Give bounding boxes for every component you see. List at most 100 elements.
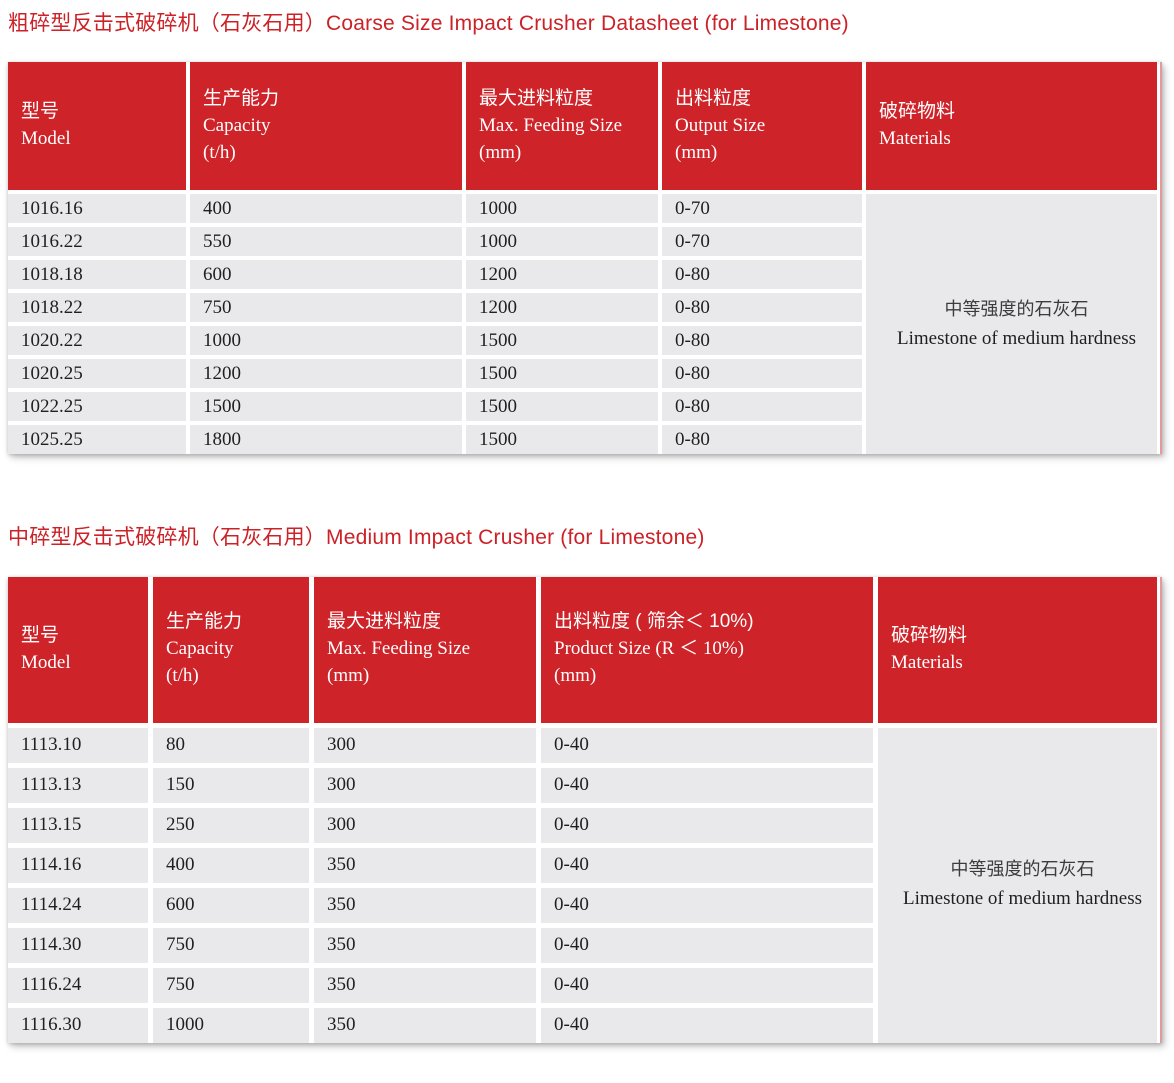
cell-model: 1018.22	[8, 293, 186, 323]
materials-text-en: Limestone of medium hardness	[902, 888, 1143, 910]
coarse-crusher-section: 粗碎型反击式破碎机（石灰石用）Coarse Size Impact Crushe…	[8, 6, 1166, 455]
cell-output-size: 0-70	[662, 227, 862, 257]
header-unit: (mm)	[554, 665, 597, 687]
column-header-product-size: 出料粒度 ( 筛余＜ 10%) Product Size (R ＜ 10%) (…	[541, 576, 873, 723]
cell-capacity: 550	[190, 227, 462, 257]
header-label-en: Capacity	[203, 114, 271, 136]
cell-product-size: 0-40	[541, 927, 873, 963]
cell-output-size: 0-80	[662, 392, 862, 422]
header-label-en: Max. Feeding Size	[327, 638, 471, 660]
cell-capacity: 750	[153, 967, 309, 1003]
section-title-coarse: 粗碎型反击式破碎机（石灰石用）Coarse Size Impact Crushe…	[8, 12, 849, 35]
cell-model: 1114.24	[8, 887, 148, 923]
materials-text-zh: 中等强度的石灰石	[944, 298, 1089, 319]
header-label-zh: 破碎物料	[879, 101, 956, 123]
cell-max-feeding-size: 1200	[466, 293, 658, 323]
column-header-capacity: 生产能力 Capacity (t/h)	[190, 62, 462, 191]
materials-text-en: Limestone of medium hardness	[896, 327, 1137, 349]
column-header-output-size: 出料粒度 Output Size (mm)	[662, 62, 862, 191]
column-header-capacity: 生产能力 Capacity (t/h)	[153, 576, 309, 723]
cell-model: 1020.22	[8, 326, 186, 356]
cell-max-feeding-size: 300	[314, 767, 536, 803]
header-label-en: Materials	[879, 128, 951, 150]
cell-capacity: 600	[190, 260, 462, 290]
cell-model: 1025.25	[8, 425, 186, 455]
column-header-model: 型号 Model	[8, 576, 148, 723]
cell-max-feeding-size: 1200	[466, 260, 658, 290]
cell-product-size: 0-40	[541, 727, 873, 763]
cell-product-size: 0-40	[541, 847, 873, 883]
cell-capacity: 750	[190, 293, 462, 323]
cell-max-feeding-size: 1500	[466, 425, 658, 455]
cell-max-feeding-size: 1500	[466, 359, 658, 389]
cell-capacity: 400	[190, 194, 462, 224]
header-unit: (mm)	[479, 141, 522, 163]
cell-model: 1116.24	[8, 967, 148, 1003]
cell-model: 1113.10	[8, 727, 148, 763]
cell-max-feeding-size: 1000	[466, 194, 658, 224]
materials-cell: 中等强度的石灰石 Limestone of medium hardness	[866, 194, 1157, 455]
column-header-materials: 破碎物料 Materials	[866, 62, 1157, 191]
cell-max-feeding-size: 350	[314, 967, 536, 1003]
cell-output-size: 0-80	[662, 326, 862, 356]
header-unit: (t/h)	[166, 665, 199, 687]
cell-max-feeding-size: 350	[314, 887, 536, 923]
column-header-model: 型号 Model	[8, 62, 186, 191]
cell-capacity: 80	[153, 727, 309, 763]
header-label-en: Product Size (R ＜ 10%)	[554, 638, 744, 660]
cell-max-feeding-size: 300	[314, 807, 536, 843]
materials-cell: 中等强度的石灰石 Limestone of medium hardness	[878, 727, 1157, 1043]
cell-model: 1114.16	[8, 847, 148, 883]
cell-capacity: 400	[153, 847, 309, 883]
header-unit: (mm)	[675, 141, 718, 163]
header-label-en: Max. Feeding Size	[479, 114, 623, 136]
cell-model: 1016.22	[8, 227, 186, 257]
cell-product-size: 0-40	[541, 887, 873, 923]
header-label-zh: 最大进料粒度	[479, 87, 594, 109]
cell-output-size: 0-80	[662, 425, 862, 455]
cell-model: 1018.18	[8, 260, 186, 290]
cell-product-size: 0-40	[541, 767, 873, 803]
cell-capacity: 1200	[190, 359, 462, 389]
cell-max-feeding-size: 350	[314, 1007, 536, 1043]
header-label-zh: 出料粒度 ( 筛余＜ 10%)	[554, 611, 754, 633]
medium-crusher-section: 中碎型反击式破碎机（石灰石用）Medium Impact Crusher (fo…	[8, 520, 1166, 1043]
header-unit: (t/h)	[203, 141, 236, 163]
header-label-en: Output Size	[675, 114, 766, 136]
cell-product-size: 0-40	[541, 967, 873, 1003]
header-label-zh: 破碎物料	[891, 624, 968, 646]
cell-max-feeding-size: 350	[314, 847, 536, 883]
cell-model: 1022.25	[8, 392, 186, 422]
cell-model: 1016.16	[8, 194, 186, 224]
medium-crusher-table: 型号 Model 生产能力 Capacity (t/h) 最大进料粒度 Max.…	[8, 576, 1162, 1043]
header-label-en: Model	[21, 128, 71, 150]
cell-model: 1020.25	[8, 359, 186, 389]
header-label-zh: 型号	[21, 101, 60, 123]
cell-capacity: 1800	[190, 425, 462, 455]
cell-max-feeding-size: 1500	[466, 326, 658, 356]
header-unit: (mm)	[327, 665, 370, 687]
cell-model: 1113.13	[8, 767, 148, 803]
cell-max-feeding-size: 1500	[466, 392, 658, 422]
cell-capacity: 1500	[190, 392, 462, 422]
header-label-en: Materials	[891, 651, 963, 673]
materials-text-zh: 中等强度的石灰石	[950, 859, 1095, 880]
header-label-en: Model	[21, 651, 71, 673]
cell-output-size: 0-80	[662, 359, 862, 389]
cell-capacity: 750	[153, 927, 309, 963]
header-label-zh: 最大进料粒度	[327, 611, 442, 633]
cell-model: 1116.30	[8, 1007, 148, 1043]
header-label-zh: 生产能力	[166, 611, 243, 633]
column-header-materials: 破碎物料 Materials	[878, 576, 1157, 723]
cell-max-feeding-size: 350	[314, 927, 536, 963]
cell-max-feeding-size: 300	[314, 727, 536, 763]
cell-model: 1114.30	[8, 927, 148, 963]
section-title-medium: 中碎型反击式破碎机（石灰石用）Medium Impact Crusher (fo…	[8, 526, 705, 550]
cell-output-size: 0-70	[662, 194, 862, 224]
coarse-crusher-table: 型号 Model 生产能力 Capacity (t/h) 最大进料粒度 Max.…	[8, 62, 1162, 455]
cell-output-size: 0-80	[662, 260, 862, 290]
cell-product-size: 0-40	[541, 1007, 873, 1043]
cell-capacity: 600	[153, 887, 309, 923]
header-label-zh: 生产能力	[203, 87, 280, 109]
